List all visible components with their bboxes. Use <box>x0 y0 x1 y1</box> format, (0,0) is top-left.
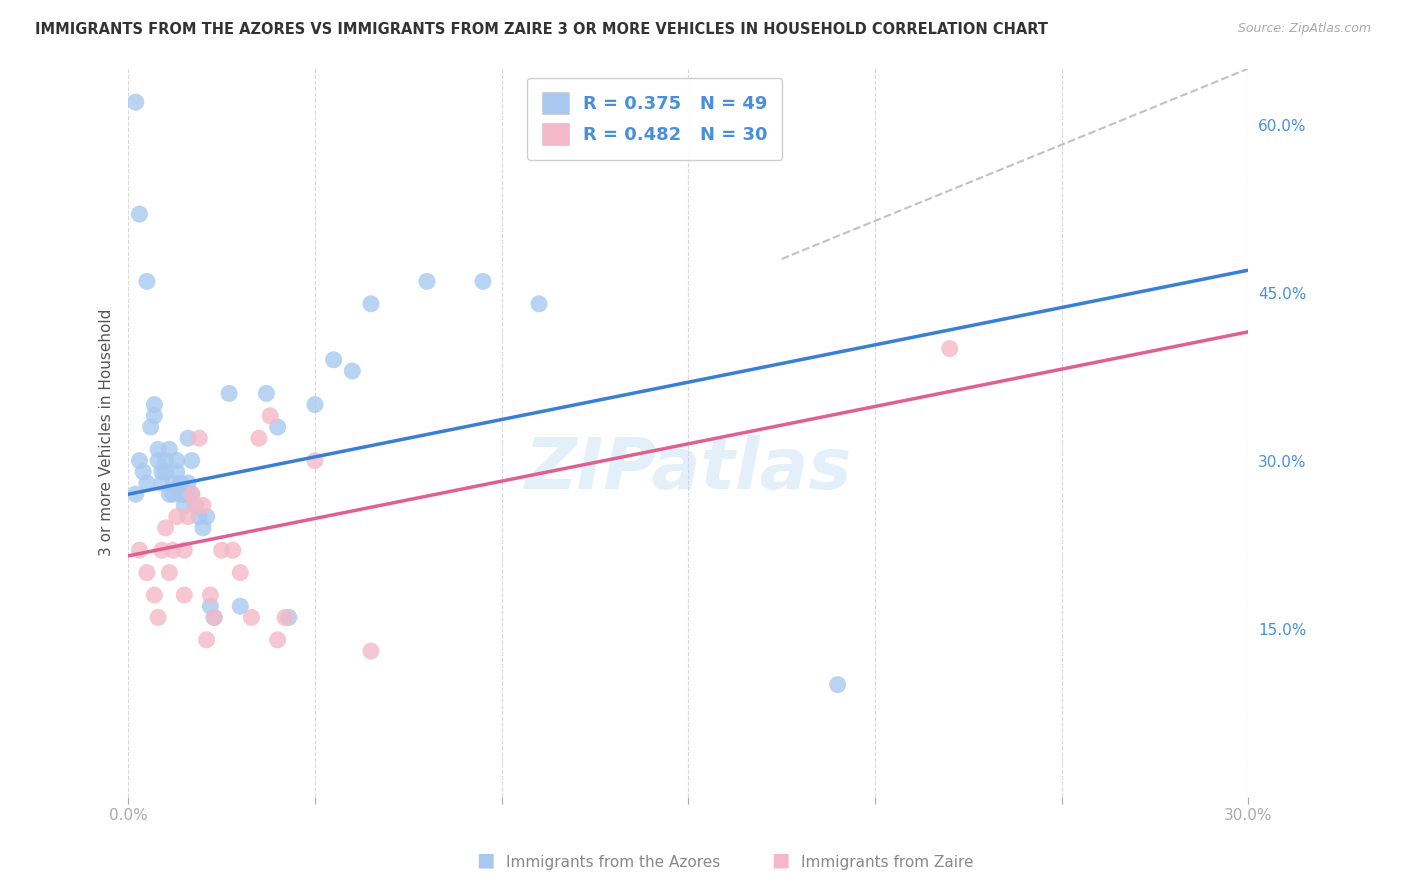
Point <box>180 487 202 501</box>
Point <box>229 566 252 580</box>
Point <box>166 453 188 467</box>
Point <box>128 207 150 221</box>
Point <box>342 364 364 378</box>
Point <box>177 475 200 490</box>
Point <box>180 453 202 467</box>
Point <box>266 632 288 647</box>
Point <box>128 543 150 558</box>
Point <box>191 499 214 513</box>
Point <box>162 487 184 501</box>
Point <box>125 487 148 501</box>
Point <box>229 599 252 614</box>
Point <box>173 588 195 602</box>
Point <box>360 297 382 311</box>
Point <box>135 566 157 580</box>
Point <box>188 431 211 445</box>
Point <box>135 475 157 490</box>
Point <box>240 610 263 624</box>
Point <box>143 409 166 423</box>
Point <box>173 487 195 501</box>
Point <box>166 465 188 479</box>
Point <box>195 632 218 647</box>
Text: Source: ZipAtlas.com: Source: ZipAtlas.com <box>1237 22 1371 36</box>
Point <box>177 509 200 524</box>
Point <box>146 442 169 457</box>
Point <box>143 398 166 412</box>
Point <box>938 342 960 356</box>
Point <box>169 487 191 501</box>
Point <box>162 475 184 490</box>
Point <box>254 386 277 401</box>
Point <box>155 521 177 535</box>
Point <box>274 610 297 624</box>
Point <box>322 352 344 367</box>
Point <box>247 431 270 445</box>
Point <box>304 453 326 467</box>
Text: ■: ■ <box>770 851 790 870</box>
Point <box>132 465 155 479</box>
Point <box>472 274 495 288</box>
Point <box>150 465 173 479</box>
Point <box>266 420 288 434</box>
Text: Immigrants from Zaire: Immigrants from Zaire <box>801 855 974 870</box>
Y-axis label: 3 or more Vehicles in Household: 3 or more Vehicles in Household <box>100 309 114 557</box>
Point <box>200 588 222 602</box>
Point <box>157 442 180 457</box>
Text: Immigrants from the Azores: Immigrants from the Azores <box>506 855 720 870</box>
Text: IMMIGRANTS FROM THE AZORES VS IMMIGRANTS FROM ZAIRE 3 OR MORE VEHICLES IN HOUSEH: IMMIGRANTS FROM THE AZORES VS IMMIGRANTS… <box>35 22 1047 37</box>
Legend: R = 0.375   N = 49, R = 0.482   N = 30: R = 0.375 N = 49, R = 0.482 N = 30 <box>527 78 782 160</box>
Point <box>360 644 382 658</box>
Point <box>259 409 281 423</box>
Point <box>184 499 207 513</box>
Point <box>125 95 148 109</box>
Text: ZIPatlas: ZIPatlas <box>524 434 852 503</box>
Point <box>200 599 222 614</box>
Point <box>195 509 218 524</box>
Point <box>143 588 166 602</box>
Point <box>146 453 169 467</box>
Point <box>150 475 173 490</box>
Point <box>162 543 184 558</box>
Point <box>173 543 195 558</box>
Point <box>202 610 225 624</box>
Point <box>169 475 191 490</box>
Point <box>135 274 157 288</box>
Point <box>191 521 214 535</box>
Point <box>184 499 207 513</box>
Point <box>304 398 326 412</box>
Point <box>827 678 849 692</box>
Point <box>150 543 173 558</box>
Point <box>155 453 177 467</box>
Point <box>202 610 225 624</box>
Point <box>277 610 299 624</box>
Point <box>211 543 233 558</box>
Point <box>128 453 150 467</box>
Point <box>166 509 188 524</box>
Point <box>157 487 180 501</box>
Point <box>155 465 177 479</box>
Point <box>416 274 439 288</box>
Point <box>146 610 169 624</box>
Point <box>139 420 162 434</box>
Point <box>180 487 202 501</box>
Point <box>157 566 180 580</box>
Point <box>527 297 550 311</box>
Point <box>188 509 211 524</box>
Point <box>177 431 200 445</box>
Point <box>222 543 245 558</box>
Point <box>218 386 240 401</box>
Text: ■: ■ <box>475 851 495 870</box>
Point <box>173 499 195 513</box>
